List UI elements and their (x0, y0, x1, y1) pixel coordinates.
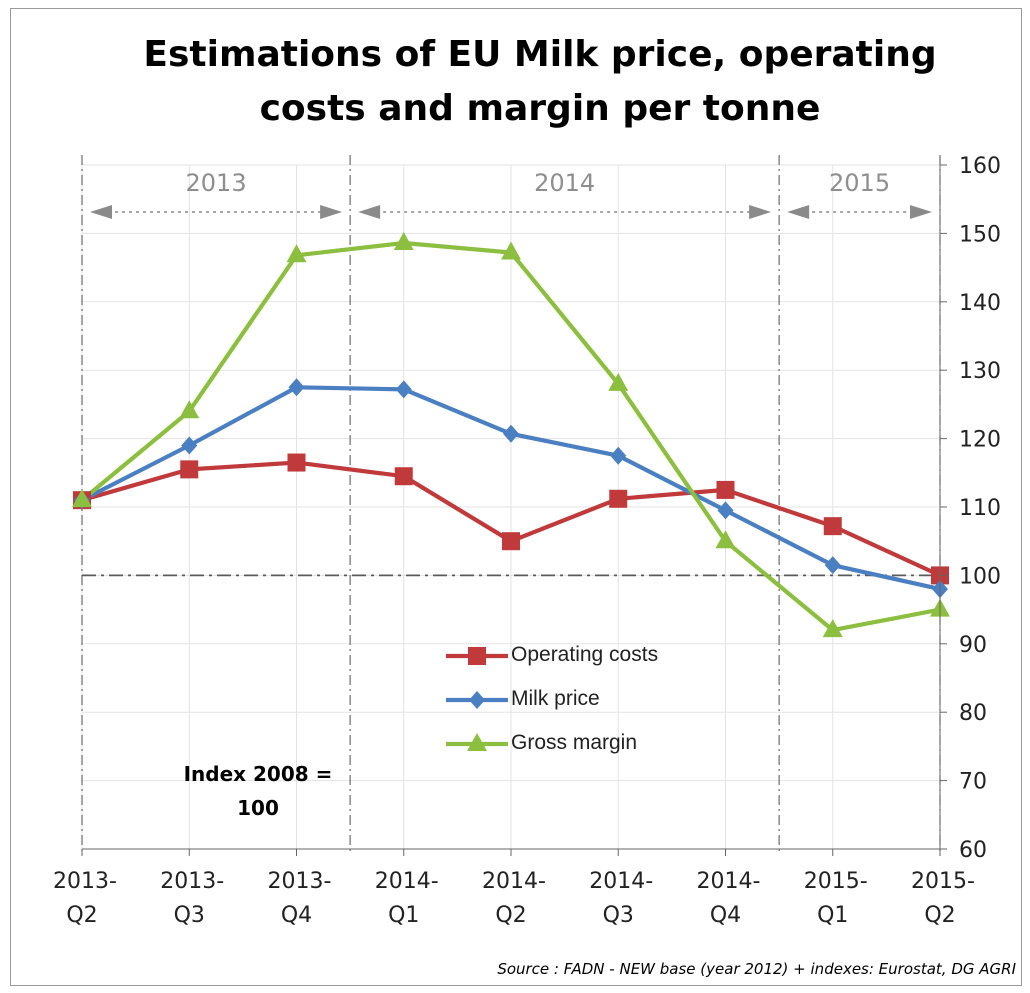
y-tick-label: 110 (959, 496, 1001, 521)
y-tick-label: 80 (959, 701, 987, 726)
marker-square (823, 517, 842, 536)
marker-triangle (715, 530, 736, 549)
marker-triangle (467, 733, 487, 751)
year-label: 2015 (829, 169, 890, 197)
marker-diamond (469, 691, 485, 709)
marker-square (609, 489, 628, 508)
legend-label: Gross margin (511, 731, 638, 754)
axes: 60 70 80 90 100 110 120 130 140 150 160 2013- Q2 2013… (53, 154, 1001, 928)
x-tick-label: 2014- (375, 869, 439, 894)
marker-diamond (610, 446, 627, 465)
marker-triangle (72, 489, 92, 508)
marker-triangle (608, 372, 629, 391)
marker-triangle (179, 400, 200, 419)
year-arrow-left-head (358, 205, 381, 219)
x-tick-label: 2014- (482, 869, 546, 894)
marker-diamond (288, 378, 305, 397)
y-tick-label: 150 (959, 222, 1001, 247)
x-tick-label: 2015- (804, 869, 868, 894)
year-arrow-left-head (90, 205, 112, 219)
marker-diamond (717, 501, 734, 520)
x-tick-label: Q4 (281, 903, 312, 928)
marker-square (468, 647, 486, 665)
marker-square (180, 460, 199, 479)
x-tick-label: 2013- (160, 869, 224, 894)
x-tick-label: Q3 (174, 903, 205, 928)
series-lines (72, 231, 950, 638)
chart-frame (10, 8, 1022, 986)
marker-triangle (822, 619, 843, 638)
marker-square (502, 532, 520, 551)
x-tick-label: 2013- (268, 869, 332, 894)
legend-label: Milk price (511, 687, 600, 710)
chart-title: Estimations of EU Milk price, operating … (143, 34, 937, 129)
y-tick-label: 60 (959, 838, 987, 863)
x-tick-label: 2014- (589, 869, 653, 894)
y-tick-label: 120 (959, 428, 1001, 453)
year-arrow-left-head (787, 205, 810, 219)
marker-square (287, 453, 306, 472)
x-tick-label: Q2 (66, 903, 97, 928)
year-arrow-right-head (910, 205, 932, 219)
marker-triangle (286, 244, 307, 263)
marker-square (394, 467, 413, 486)
source-note: Source : FADN - NEW base (year 2012) + i… (497, 960, 1016, 978)
y-tick-label: 130 (959, 359, 1001, 384)
x-tick-label: 2013- (53, 869, 117, 894)
x-tick-label: 2015- (911, 869, 975, 894)
marker-square (716, 480, 735, 499)
x-tick-label: Q4 (710, 903, 741, 928)
legend-label: Operating costs (511, 643, 659, 666)
y-tick-label: 70 (959, 770, 987, 795)
legend (446, 647, 508, 751)
year-arrow-right-head (320, 205, 343, 219)
x-tick-label: Q1 (817, 903, 848, 928)
marker-diamond (395, 380, 412, 399)
marker-diamond (824, 556, 841, 575)
marker-triangle (501, 241, 521, 260)
y-tick-label: 100 (959, 564, 1001, 589)
x-tick-label: Q1 (388, 903, 419, 928)
marker-diamond (503, 424, 519, 443)
year-arrow-right-head (749, 205, 772, 219)
year-label: 2014 (534, 169, 595, 197)
marker-diamond (181, 436, 198, 455)
index-note: Index 2008 = 100 (183, 762, 333, 820)
marker-triangle (393, 231, 414, 250)
x-tick-label: Q2 (495, 903, 526, 928)
year-label: 2013 (186, 169, 247, 197)
x-tick-label: 2014- (697, 869, 761, 894)
y-tick-label: 140 (959, 291, 1001, 316)
x-tick-label: Q3 (603, 903, 634, 928)
x-tick-label: Q2 (924, 903, 955, 928)
y-tick-label: 160 (959, 154, 1001, 179)
y-tick-label: 90 (959, 633, 987, 658)
